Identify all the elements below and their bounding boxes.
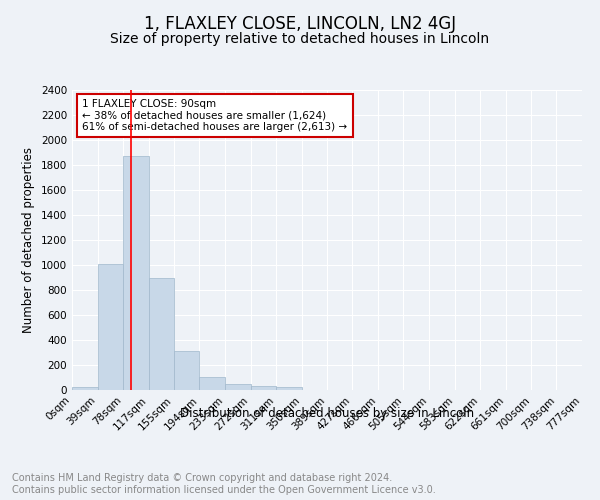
Text: 1, FLAXLEY CLOSE, LINCOLN, LN2 4GJ: 1, FLAXLEY CLOSE, LINCOLN, LN2 4GJ — [144, 15, 456, 33]
Bar — [98, 264, 123, 390]
Text: Distribution of detached houses by size in Lincoln: Distribution of detached houses by size … — [180, 408, 474, 420]
Text: Contains HM Land Registry data © Crown copyright and database right 2024.
Contai: Contains HM Land Registry data © Crown c… — [12, 474, 436, 495]
Bar — [72, 387, 98, 390]
Text: Size of property relative to detached houses in Lincoln: Size of property relative to detached ho… — [110, 32, 490, 46]
Text: 1 FLAXLEY CLOSE: 90sqm
← 38% of detached houses are smaller (1,624)
61% of semi-: 1 FLAXLEY CLOSE: 90sqm ← 38% of detached… — [82, 99, 347, 132]
Bar — [174, 351, 199, 390]
Bar — [251, 386, 276, 390]
Bar — [123, 156, 149, 390]
Bar — [225, 384, 251, 390]
Bar — [149, 278, 174, 390]
Bar — [199, 377, 225, 390]
Y-axis label: Number of detached properties: Number of detached properties — [22, 147, 35, 333]
Bar — [276, 387, 302, 390]
